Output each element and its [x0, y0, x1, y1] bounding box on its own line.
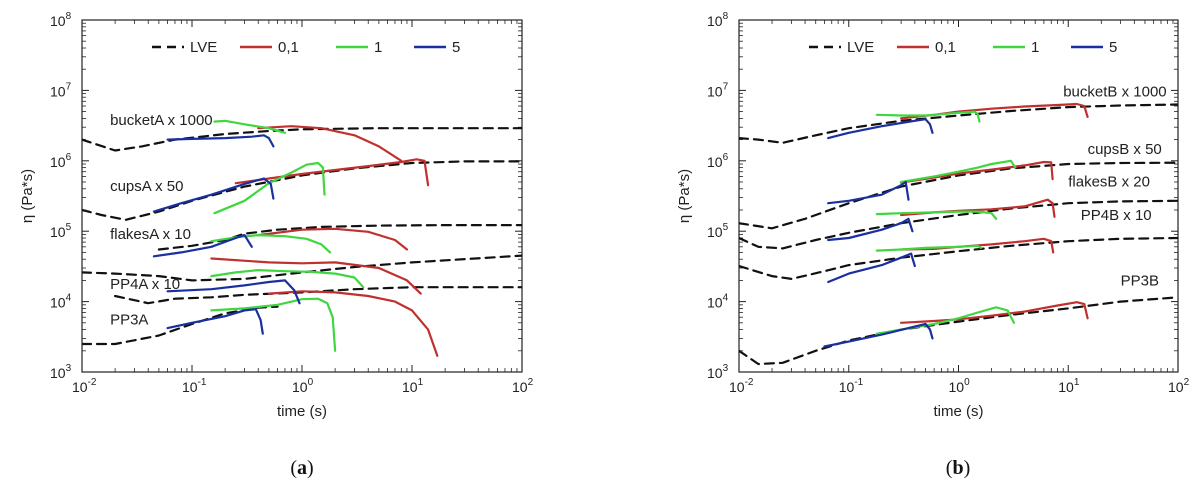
legend-label: 0,1	[935, 39, 956, 56]
series-line-rate-1	[899, 159, 1017, 184]
series-line-rate-0-1	[899, 198, 1056, 218]
series-line-rate-5	[827, 118, 934, 140]
series-line-rate-5	[166, 134, 275, 148]
series-line-rate-0-1	[899, 160, 1054, 184]
series-line-rate-1	[210, 234, 332, 254]
series-line-rate-5	[827, 180, 910, 205]
series-line-rate-1	[213, 119, 287, 134]
y-tick-label: 107	[50, 81, 72, 99]
curve-label: cupsB x 50	[1088, 141, 1162, 158]
series-line-rate-1	[210, 269, 365, 289]
legend-label: 1	[1031, 39, 1039, 56]
series-line-rate-1	[213, 161, 326, 215]
y-tick-label: 103	[50, 363, 72, 381]
series-line-rate-0-1	[257, 125, 403, 162]
series-line-rate-5	[823, 322, 934, 348]
curve-label: flakesB x 20	[1068, 174, 1150, 191]
x-tick-label: 100	[292, 377, 314, 395]
legend-label: 5	[452, 39, 460, 56]
x-tick-label: 10-2	[72, 377, 97, 395]
series-line-rate-5	[827, 217, 914, 242]
series-line-rate-5	[152, 177, 275, 213]
series-line-rate-1	[875, 110, 981, 123]
legend-label: LVE	[847, 39, 874, 56]
series-line-rate-0-1	[899, 301, 1089, 324]
series-line-rate-0-1	[257, 227, 409, 251]
series-line-rate-5	[166, 308, 264, 335]
curve-label: flakesA x 10	[110, 226, 191, 243]
legend-label: 5	[1109, 39, 1117, 56]
curve-label: PP4A x 10	[110, 276, 180, 293]
panel-a-chart: 10-2 10-1 100 101 102 103 104 105 106 107 108 time …	[19, 11, 534, 479]
series-line-rate-5	[166, 279, 301, 305]
y-tick-label: 108	[50, 11, 72, 29]
panel-label: (b)	[946, 457, 970, 479]
series-line-rate-1	[210, 297, 337, 352]
series-line-rate-1	[875, 210, 998, 220]
series-line-lve	[739, 236, 1178, 280]
series-line-rate-0-1	[210, 257, 422, 295]
series-line-lve	[82, 254, 522, 282]
y-axis-title: η (Pa*s)	[676, 169, 693, 223]
x-tick-label: 10-1	[182, 377, 207, 395]
curve-label: PP4B x 10	[1081, 207, 1152, 224]
x-tick-label: 101	[402, 377, 424, 395]
y-tick-label: 104	[707, 293, 729, 311]
y-tick-label: 103	[707, 363, 729, 381]
panel-label: (a)	[290, 457, 313, 479]
series-line-lve	[739, 296, 1178, 366]
x-tick-label: 101	[1058, 377, 1080, 395]
series-line-lve	[82, 160, 522, 221]
y-tick-label: 107	[707, 81, 729, 99]
curve-label: PP3B	[1121, 272, 1159, 289]
series-line-lve	[82, 127, 522, 152]
series-line-rate-5	[152, 234, 253, 258]
x-tick-label: 10-1	[839, 377, 864, 395]
x-tick-label: 102	[512, 377, 534, 395]
y-tick-label: 108	[707, 11, 729, 29]
curve-label: cupsA x 50	[110, 178, 183, 195]
series-line-rate-0-1	[267, 290, 439, 357]
series-line-rate-1	[875, 244, 983, 252]
y-tick-label: 105	[707, 222, 729, 240]
curve-label: bucketA x 1000	[110, 112, 213, 129]
x-tick-label: 102	[1168, 377, 1190, 395]
curve-label: bucketB x 1000	[1063, 83, 1166, 100]
series-line-lve	[113, 286, 522, 305]
y-tick-label: 105	[50, 222, 72, 240]
legend-label: 0,1	[278, 39, 299, 56]
series-group	[82, 119, 522, 357]
y-tick-label: 104	[50, 293, 72, 311]
y-axis-title: η (Pa*s)	[19, 169, 36, 223]
curve-label: PP3A	[110, 312, 148, 329]
x-tick-label: 10-2	[729, 377, 754, 395]
y-tick-label: 106	[707, 152, 729, 170]
x-axis-title: time (s)	[277, 403, 327, 420]
series-group	[739, 102, 1178, 366]
panel-b-chart: 10-2 10-1 100 101 102 103 104 105 106 107 108 time …	[676, 11, 1190, 479]
series-line-lve	[157, 224, 522, 251]
legend-label: 1	[374, 39, 382, 56]
x-tick-label: 100	[949, 377, 971, 395]
x-axis-title: time (s)	[934, 403, 984, 420]
series-line-lve	[739, 103, 1178, 144]
series-line-rate-5	[827, 252, 916, 284]
y-tick-label: 106	[50, 152, 72, 170]
series-line-lve	[739, 161, 1178, 230]
legend-label: LVE	[190, 39, 217, 56]
